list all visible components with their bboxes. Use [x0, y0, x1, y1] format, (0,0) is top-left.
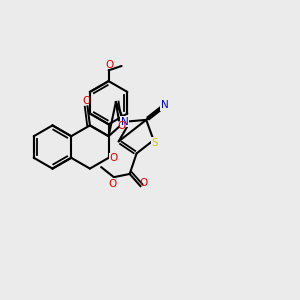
Text: N: N — [161, 100, 169, 110]
Text: N: N — [121, 117, 128, 127]
Text: O: O — [109, 153, 118, 164]
Text: O: O — [108, 179, 116, 189]
Text: O: O — [139, 178, 148, 188]
Text: O: O — [82, 96, 90, 106]
Text: O: O — [105, 60, 114, 70]
Text: S: S — [152, 138, 158, 148]
Text: O: O — [117, 121, 125, 131]
